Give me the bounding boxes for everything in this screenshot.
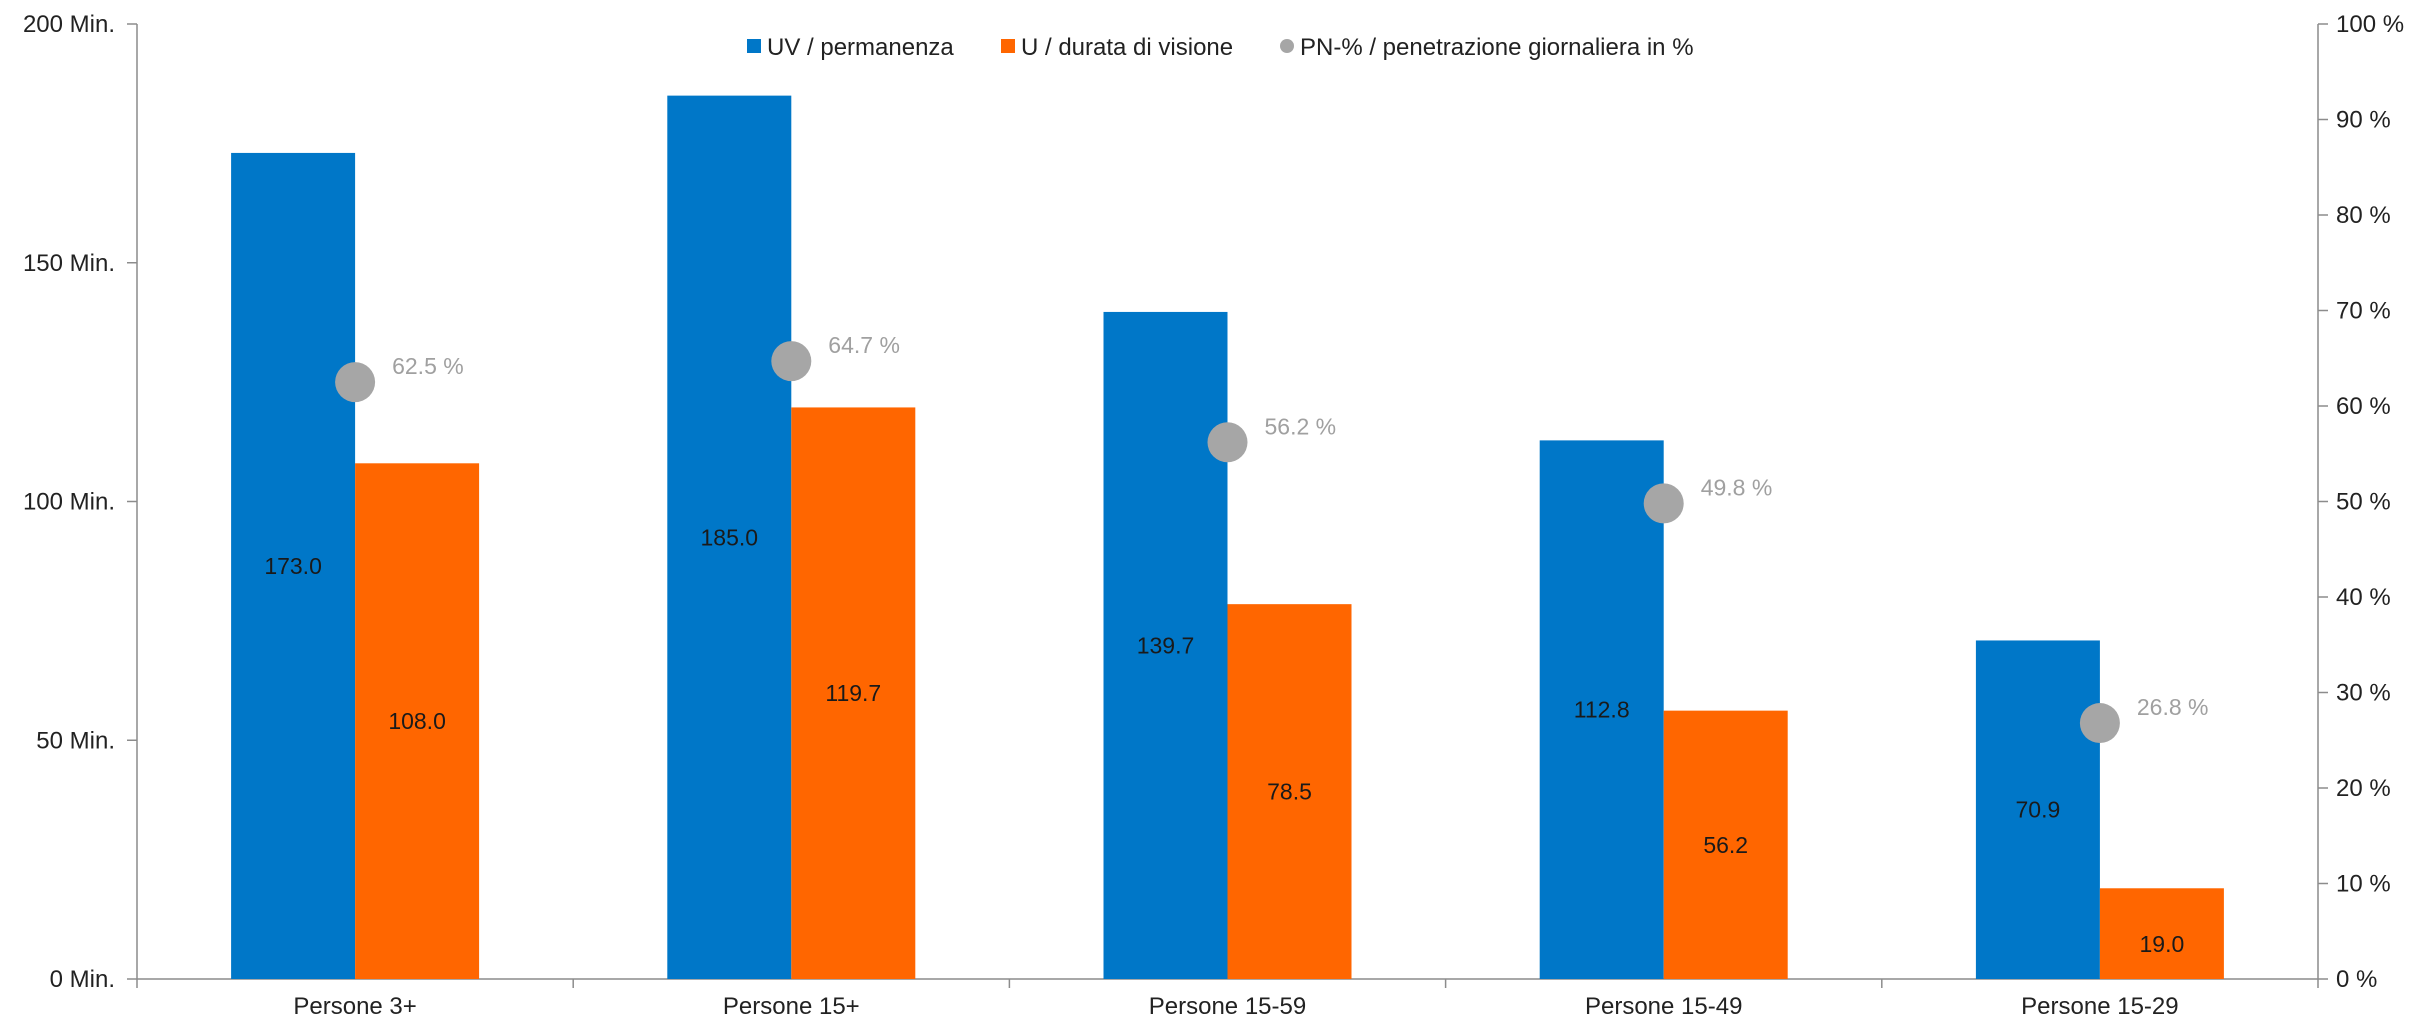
y-right-tick-label: 50 %: [2336, 489, 2391, 516]
point-pn-penetrazione: [1207, 422, 1248, 463]
data-label-u: 108.0: [388, 708, 446, 734]
y-right-tick-label: 40 %: [2336, 584, 2391, 611]
bars-layer: [231, 95, 2224, 980]
legend-label: PN-% / penetrazione giornaliera in %: [1300, 34, 1694, 61]
bar-uv-permanenza: [1975, 640, 2100, 979]
data-label-pn: 62.5 %: [392, 353, 464, 379]
y-right-tick-label: 0 %: [2336, 966, 2377, 993]
y-right-tick-label: 80 %: [2336, 202, 2391, 229]
y-right-tick-label: 20 %: [2336, 775, 2391, 802]
data-label-uv: 112.8: [1574, 697, 1630, 723]
legend-label: UV / permanenza: [767, 34, 954, 61]
data-label-uv: 70.9: [2016, 797, 2061, 823]
y-right-tick-label: 30 %: [2336, 680, 2391, 707]
data-label-pn: 64.7 %: [828, 332, 900, 358]
data-label-uv: 139.7: [1137, 632, 1195, 658]
point-pn-penetrazione: [2079, 703, 2120, 744]
y-left-tick-label: 150 Min.: [23, 250, 115, 277]
data-label-u: 78.5: [1267, 779, 1312, 805]
data-label-pn: 49.8 %: [1701, 474, 1773, 500]
bar-uv-permanenza: [667, 95, 792, 979]
bar-u-durata: [355, 463, 480, 979]
bar-u-durata: [1663, 710, 1788, 979]
legend: UV / permanenza U / durata di visione PN-%…: [747, 34, 1694, 61]
bar-u-durata: [1227, 604, 1352, 979]
bar-uv-permanenza: [1539, 440, 1664, 979]
bar-uv-permanenza: [231, 152, 356, 980]
labels-layer: 173.0 108.0 62.5 % 185.0 119.7 64.7 % 139.7 78.…: [264, 332, 2208, 957]
y-right-tick-label: 10 %: [2336, 871, 2391, 898]
y-right-tick-label: 60 %: [2336, 393, 2391, 420]
x-tick-label: Persone 15-49: [1585, 993, 1742, 1020]
y-left-tick-label: 0 Min.: [50, 966, 115, 993]
y-left-tick-label: 100 Min.: [23, 489, 115, 516]
point-pn-penetrazione: [335, 362, 376, 403]
data-label-u: 19.0: [2140, 931, 2185, 957]
data-label-uv: 173.0: [264, 553, 322, 579]
axes-layer: 0 Min. 50 Min. 100 Min. 150 Min. 200 Min. 0 %…: [23, 11, 2404, 1020]
data-label-uv: 185.0: [701, 524, 759, 550]
y-right-tick-label: 100 %: [2336, 11, 2404, 38]
y-right-tick-label: 70 %: [2336, 298, 2391, 325]
legend-marker: [1001, 39, 1015, 53]
y-left-tick-label: 200 Min.: [23, 11, 115, 38]
data-label-pn: 26.8 %: [2137, 694, 2209, 720]
y-left-tick-label: 50 Min.: [36, 727, 115, 754]
legend-marker: [747, 39, 761, 53]
bar-u-durata: [791, 407, 916, 979]
data-label-u: 56.2: [1703, 832, 1748, 858]
data-label-pn: 56.2 %: [1265, 413, 1337, 439]
x-tick-label: Persone 15-59: [1149, 993, 1306, 1020]
legend-label: U / durata di visione: [1021, 34, 1233, 61]
x-tick-label: Persone 3+: [293, 993, 416, 1020]
data-label-u: 119.7: [825, 680, 881, 706]
point-pn-penetrazione: [771, 341, 812, 382]
point-pn-penetrazione: [1643, 483, 1684, 524]
bar-uv-permanenza: [1103, 311, 1228, 979]
bar-u-durata: [2099, 888, 2224, 979]
points-layer: [335, 341, 2120, 744]
x-tick-label: Persone 15-29: [2021, 993, 2178, 1020]
legend-marker: [1280, 39, 1294, 53]
x-tick-label: Persone 15+: [723, 993, 860, 1020]
y-right-tick-label: 90 %: [2336, 107, 2391, 134]
